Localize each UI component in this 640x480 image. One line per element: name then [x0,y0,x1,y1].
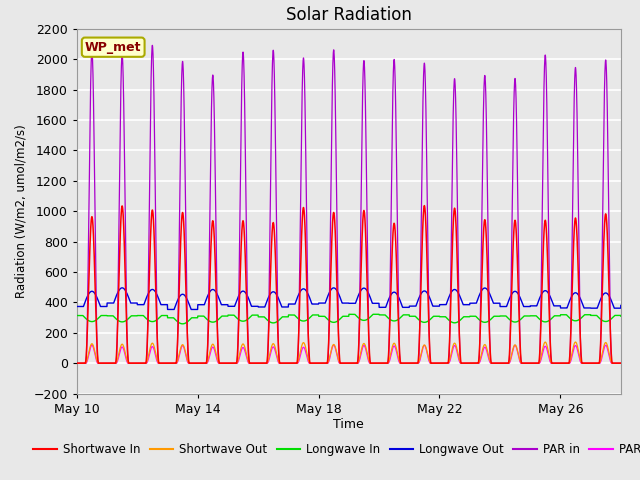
X-axis label: Time: Time [333,419,364,432]
Legend: Shortwave In, Shortwave Out, Longwave In, Longwave Out, PAR in, PAR out: Shortwave In, Shortwave Out, Longwave In… [28,438,640,461]
Y-axis label: Radiation (W/m2, umol/m2/s): Radiation (W/m2, umol/m2/s) [15,124,28,298]
Title: Solar Radiation: Solar Radiation [286,6,412,24]
Text: WP_met: WP_met [85,41,141,54]
